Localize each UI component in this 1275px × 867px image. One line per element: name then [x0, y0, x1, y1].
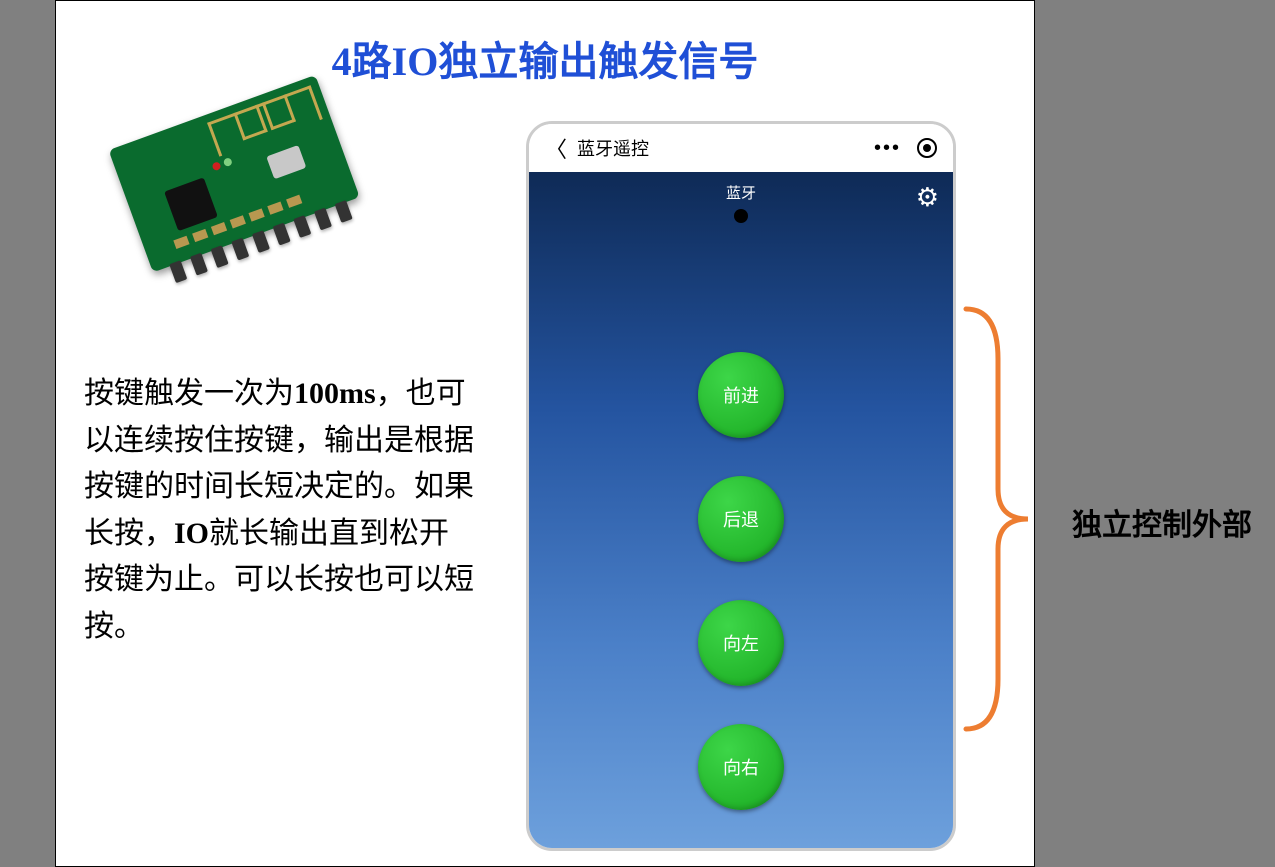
more-icon[interactable]: •••	[874, 137, 901, 160]
back-button[interactable]: 后退	[698, 476, 784, 562]
right-button[interactable]: 向右	[698, 724, 784, 810]
pcb-module-image	[109, 54, 444, 347]
phone-body: 蓝牙 ⚙ 前进 后退 向左 向右	[529, 172, 953, 848]
gear-icon[interactable]: ⚙	[916, 182, 939, 213]
phone-nav-bar: 〈 蓝牙遥控 •••	[529, 124, 953, 172]
phone-mockup: 〈 蓝牙遥控 ••• 蓝牙 ⚙ 前进 后退 向左 向右	[526, 121, 956, 851]
bluetooth-label: 蓝牙	[529, 172, 953, 203]
bluetooth-indicator-icon	[734, 209, 748, 223]
forward-button[interactable]: 前进	[698, 352, 784, 438]
brace-label: 独立控制外部	[1072, 500, 1252, 544]
phone-nav-title: 蓝牙遥控	[577, 135, 649, 161]
description-text: 按键触发一次为100ms，也可以连续按住按键，输出是根据按键的时间长短决定的。如…	[84, 371, 474, 650]
document-page: 4路IO独立输出触发信号 按键触发一次为100ms，也可以连续按住按键，输出是根…	[55, 0, 1035, 867]
back-icon[interactable]: 〈	[545, 132, 567, 164]
page-title: 4路IO独立输出触发信号	[56, 29, 1034, 87]
target-icon[interactable]	[917, 138, 937, 158]
left-button[interactable]: 向左	[698, 600, 784, 686]
curly-brace-annotation	[956, 299, 1036, 739]
button-column: 前进 后退 向左 向右	[529, 352, 953, 810]
